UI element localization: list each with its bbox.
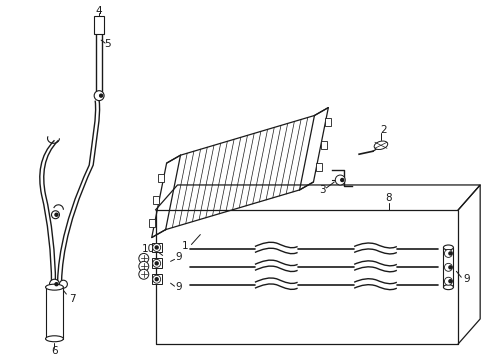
Circle shape [100,94,102,97]
Bar [45,287,63,339]
Circle shape [152,243,161,251]
Circle shape [152,275,161,283]
Bar [151,274,162,284]
Bar [151,258,162,268]
Circle shape [51,211,60,219]
Circle shape [448,280,451,283]
Ellipse shape [443,285,452,290]
Bar [153,196,159,204]
Ellipse shape [45,284,63,290]
Circle shape [139,253,148,264]
Circle shape [444,264,451,271]
Text: 10: 10 [142,244,155,255]
Text: 6: 6 [51,346,58,356]
Circle shape [55,283,58,286]
Ellipse shape [45,336,63,342]
Text: 4: 4 [96,6,102,16]
Bar [325,118,331,126]
Circle shape [60,280,67,288]
Circle shape [155,278,158,281]
Bar [151,243,162,252]
Circle shape [444,249,451,257]
Text: 5: 5 [103,39,110,49]
Circle shape [448,252,451,255]
Circle shape [139,261,148,271]
Ellipse shape [443,245,452,250]
Circle shape [152,260,161,267]
Circle shape [444,277,451,285]
Circle shape [49,279,60,289]
Circle shape [55,213,58,216]
Circle shape [94,91,104,100]
Text: 9: 9 [462,274,468,284]
Text: 2: 2 [380,125,386,135]
Text: 9: 9 [175,282,182,292]
Text: 1: 1 [182,242,188,252]
Bar [157,174,163,182]
Text: 9: 9 [175,252,182,262]
Bar [320,141,326,149]
Bar [148,219,154,227]
Text: 3: 3 [319,185,325,195]
Text: 7: 7 [69,294,76,304]
Bar [316,163,322,171]
Circle shape [155,262,158,265]
Circle shape [335,175,345,185]
Circle shape [340,179,343,181]
Circle shape [155,246,158,249]
Bar [443,247,452,287]
Ellipse shape [373,141,387,149]
Circle shape [139,269,148,279]
Bar [94,16,104,34]
Circle shape [448,266,451,269]
Text: 8: 8 [385,193,391,203]
